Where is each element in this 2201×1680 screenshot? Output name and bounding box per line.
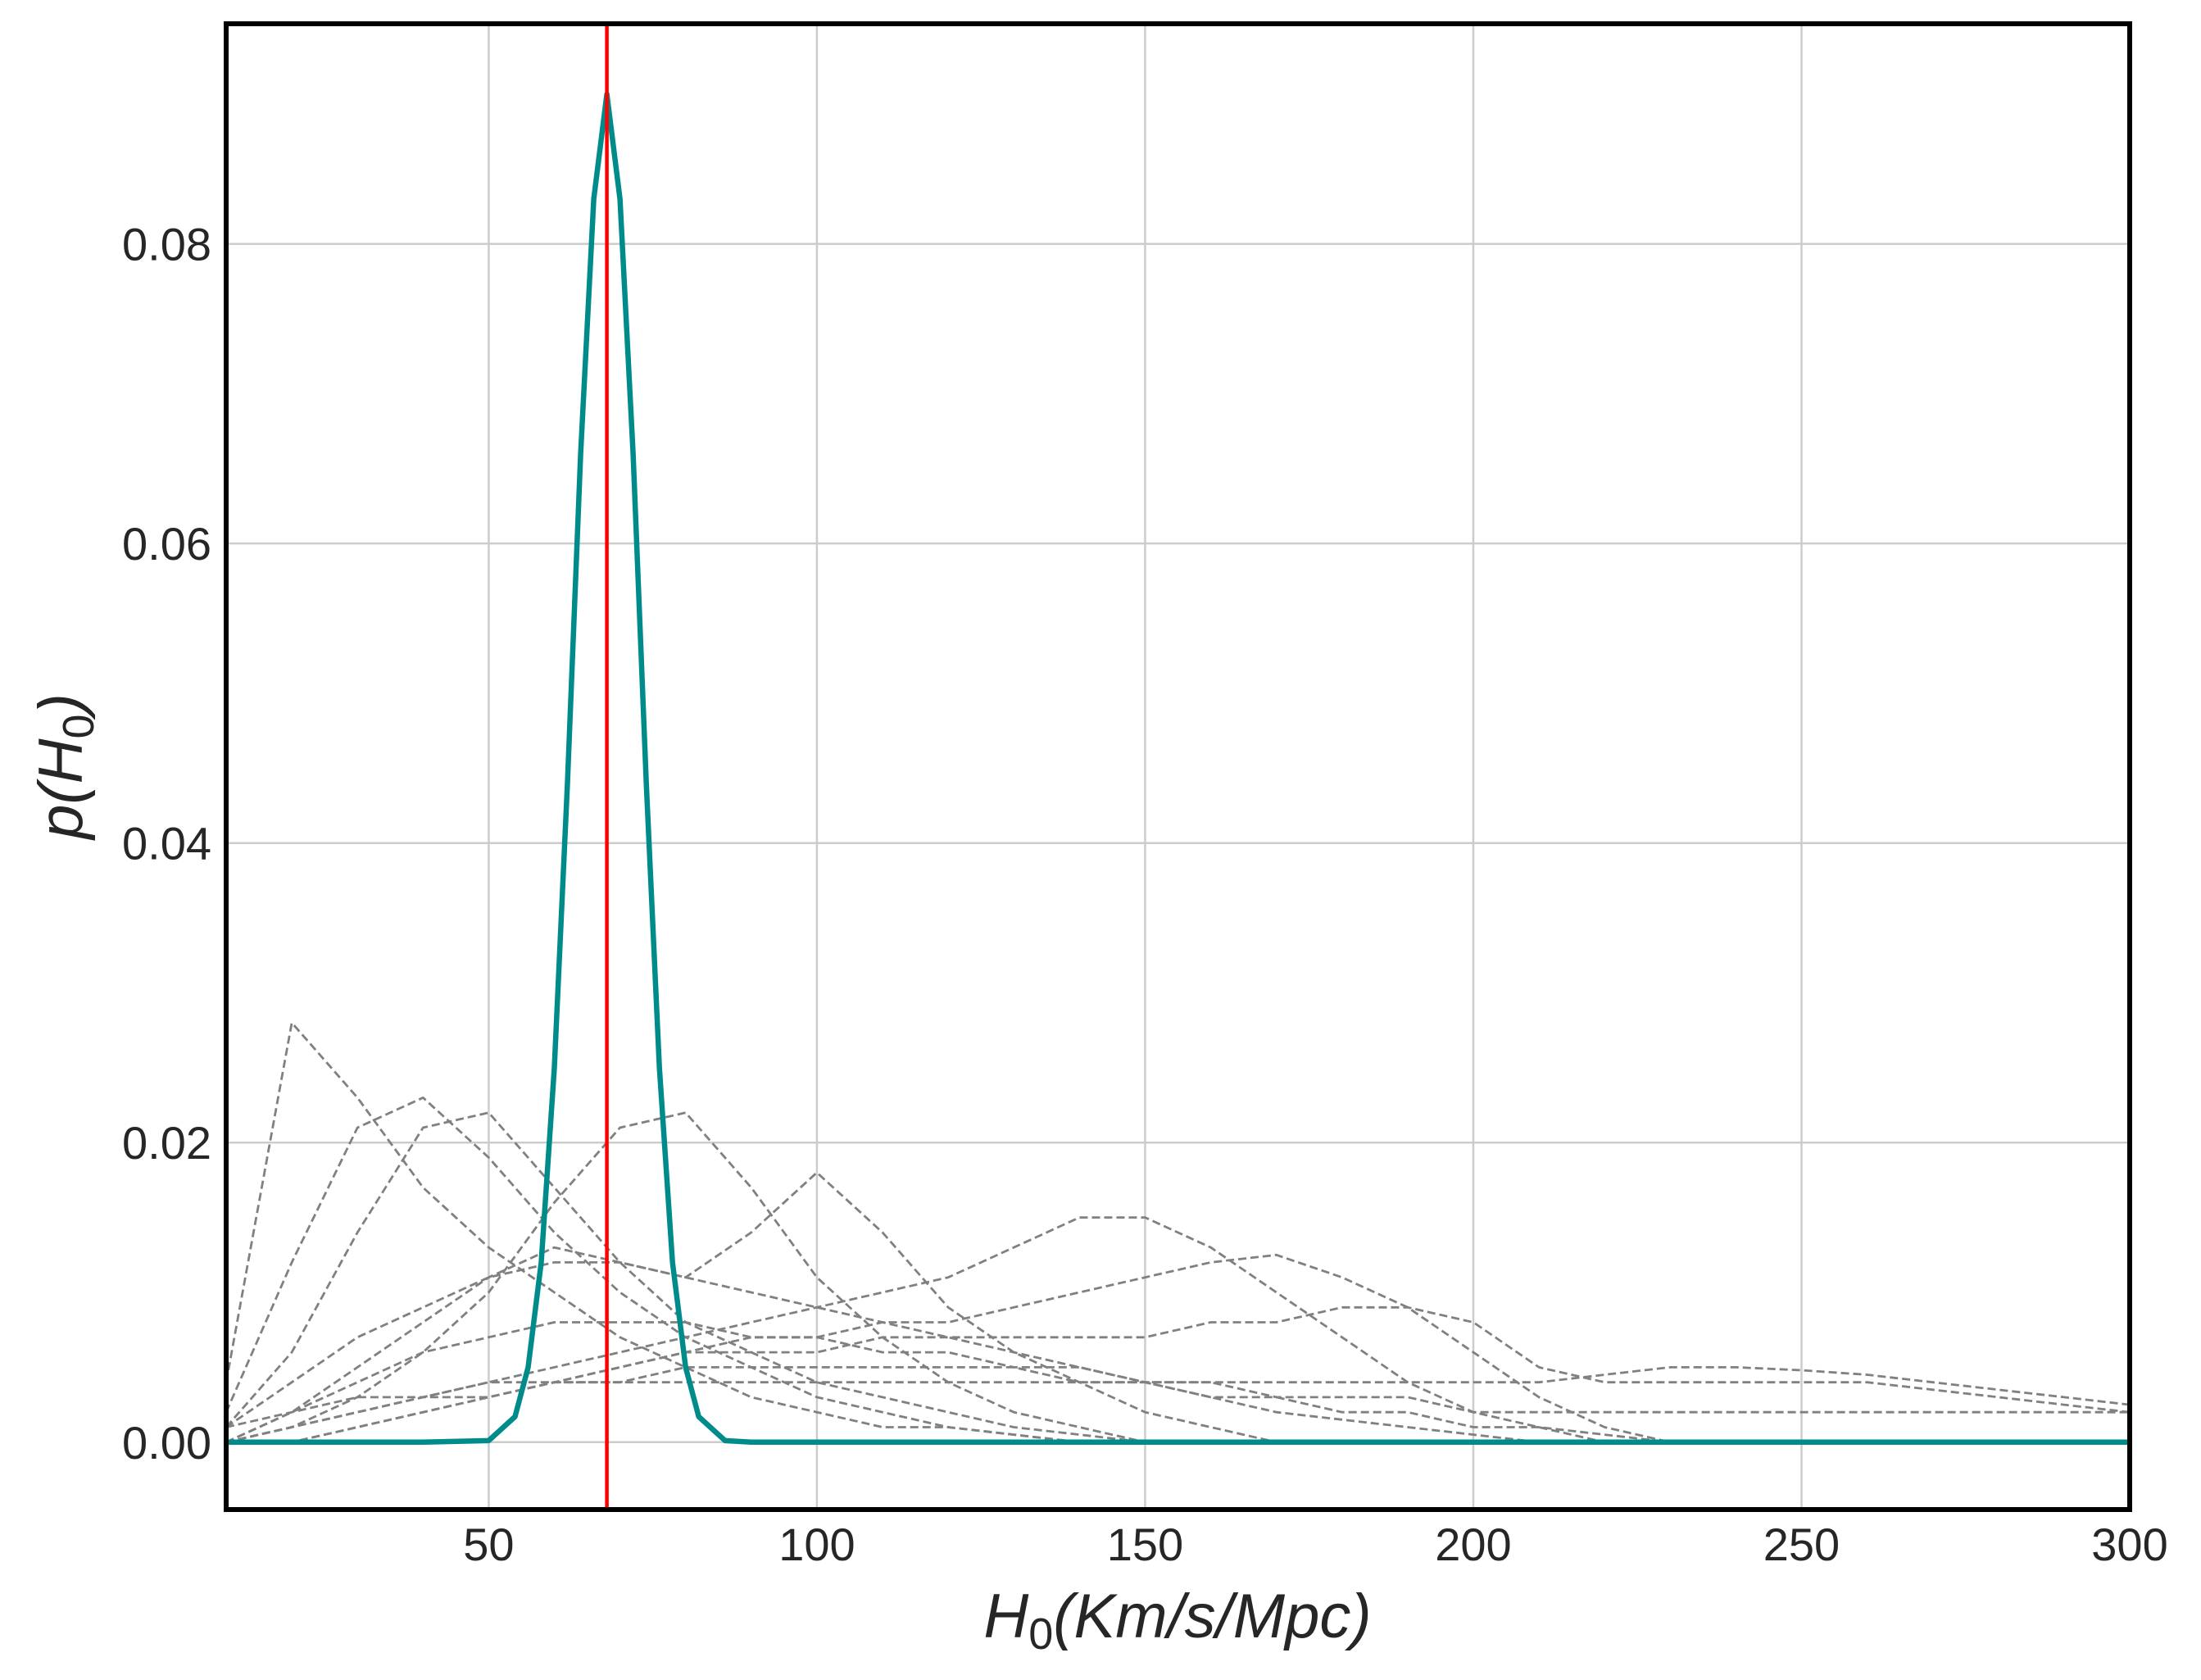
posterior-line — [226, 1305, 2130, 1444]
posterior-line — [226, 1366, 2130, 1428]
x-tick-label: 150 — [1107, 1519, 1183, 1570]
posterior-line — [226, 1321, 2130, 1444]
y-tick-label: 0.08 — [122, 219, 211, 270]
y-label-main: p(H — [26, 738, 96, 841]
y-label-subscript: 0 — [54, 714, 103, 738]
x-label-rest: (Km/s/Mpc) — [1053, 1582, 1371, 1651]
y-tick-label: 0.04 — [122, 818, 211, 870]
x-tick-label: 250 — [1763, 1519, 1840, 1570]
x-tick-label: 50 — [463, 1519, 514, 1570]
y-tick-label: 0.02 — [122, 1117, 211, 1169]
x-tick-label: 200 — [1435, 1519, 1511, 1570]
x-label-main: H — [983, 1582, 1028, 1651]
y-tick-label: 0.06 — [122, 518, 211, 570]
plot-frame — [224, 21, 2132, 1512]
x-axis-label: H0(Km/s/Mpc) — [983, 1582, 1371, 1659]
tick-labels: 50 100 150 200 250 300 0.00 0.02 0.04 0.06 0.08 — [122, 219, 2168, 1570]
x-label-subscript: 0 — [1028, 1610, 1053, 1659]
plot-area — [226, 24, 2130, 1510]
y-tick-label: 0.00 — [122, 1417, 211, 1469]
x-tick-label: 300 — [2091, 1519, 2167, 1570]
x-tick-label: 100 — [778, 1519, 855, 1570]
